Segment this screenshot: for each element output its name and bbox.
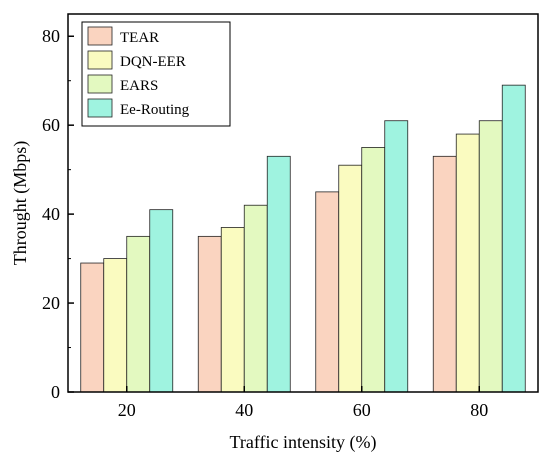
- bar-ears-20: [126, 235, 151, 393]
- bar-dqn-eer-20: [103, 258, 128, 393]
- legend-swatch-dqn-eer: [87, 50, 113, 70]
- y-tick-label-20: 20: [42, 293, 60, 313]
- legend-label-ee-routing: Ee-Routing: [120, 102, 190, 118]
- bars-layer: [80, 84, 526, 393]
- x-tick-label-40: 40: [235, 400, 253, 420]
- bar-dqn-eer-60: [338, 164, 363, 393]
- legend-swatch-tear: [87, 26, 113, 46]
- bar-ee-routing-60: [384, 120, 409, 393]
- x-tick-label-80: 80: [470, 400, 488, 420]
- y-axis-title: Throught (Mbps): [10, 141, 31, 266]
- x-axis-title: Traffic intensity (%): [230, 432, 377, 453]
- x-tick-label-20: 20: [118, 400, 136, 420]
- legend-label-dqn-eer: DQN-EER: [120, 54, 186, 70]
- y-tick-label-80: 80: [42, 26, 60, 46]
- y-tick-label-60: 60: [42, 115, 60, 135]
- bar-tear-60: [315, 191, 340, 393]
- ticks-layer: 0 20 40 60 80 20 40 60 80: [42, 26, 488, 420]
- x-tick-label-60: 60: [353, 400, 371, 420]
- bar-tear-20: [80, 262, 105, 393]
- bar-ee-routing-80: [501, 84, 526, 393]
- bar-ee-routing-20: [149, 209, 174, 393]
- bar-ee-routing-40: [266, 155, 291, 393]
- legend-swatch-ee-routing: [87, 98, 113, 118]
- legend-label-ears: EARS: [120, 78, 158, 94]
- plot-frame: [67, 13, 539, 393]
- bar-ears-60: [361, 147, 386, 393]
- legend: TEAR DQN-EER EARS Ee-Routing: [81, 21, 231, 127]
- bar-tear-80: [432, 155, 457, 393]
- bar-dqn-eer-40: [220, 227, 245, 393]
- legend-label-tear: TEAR: [120, 30, 159, 46]
- bar-ears-40: [243, 204, 268, 393]
- bar-tear-40: [197, 235, 222, 393]
- bar-dqn-eer-80: [455, 133, 480, 393]
- legend-swatch-ears: [87, 74, 113, 94]
- y-tick-label-40: 40: [42, 204, 60, 224]
- bar-ears-80: [478, 120, 503, 393]
- y-tick-label-0: 0: [51, 382, 60, 402]
